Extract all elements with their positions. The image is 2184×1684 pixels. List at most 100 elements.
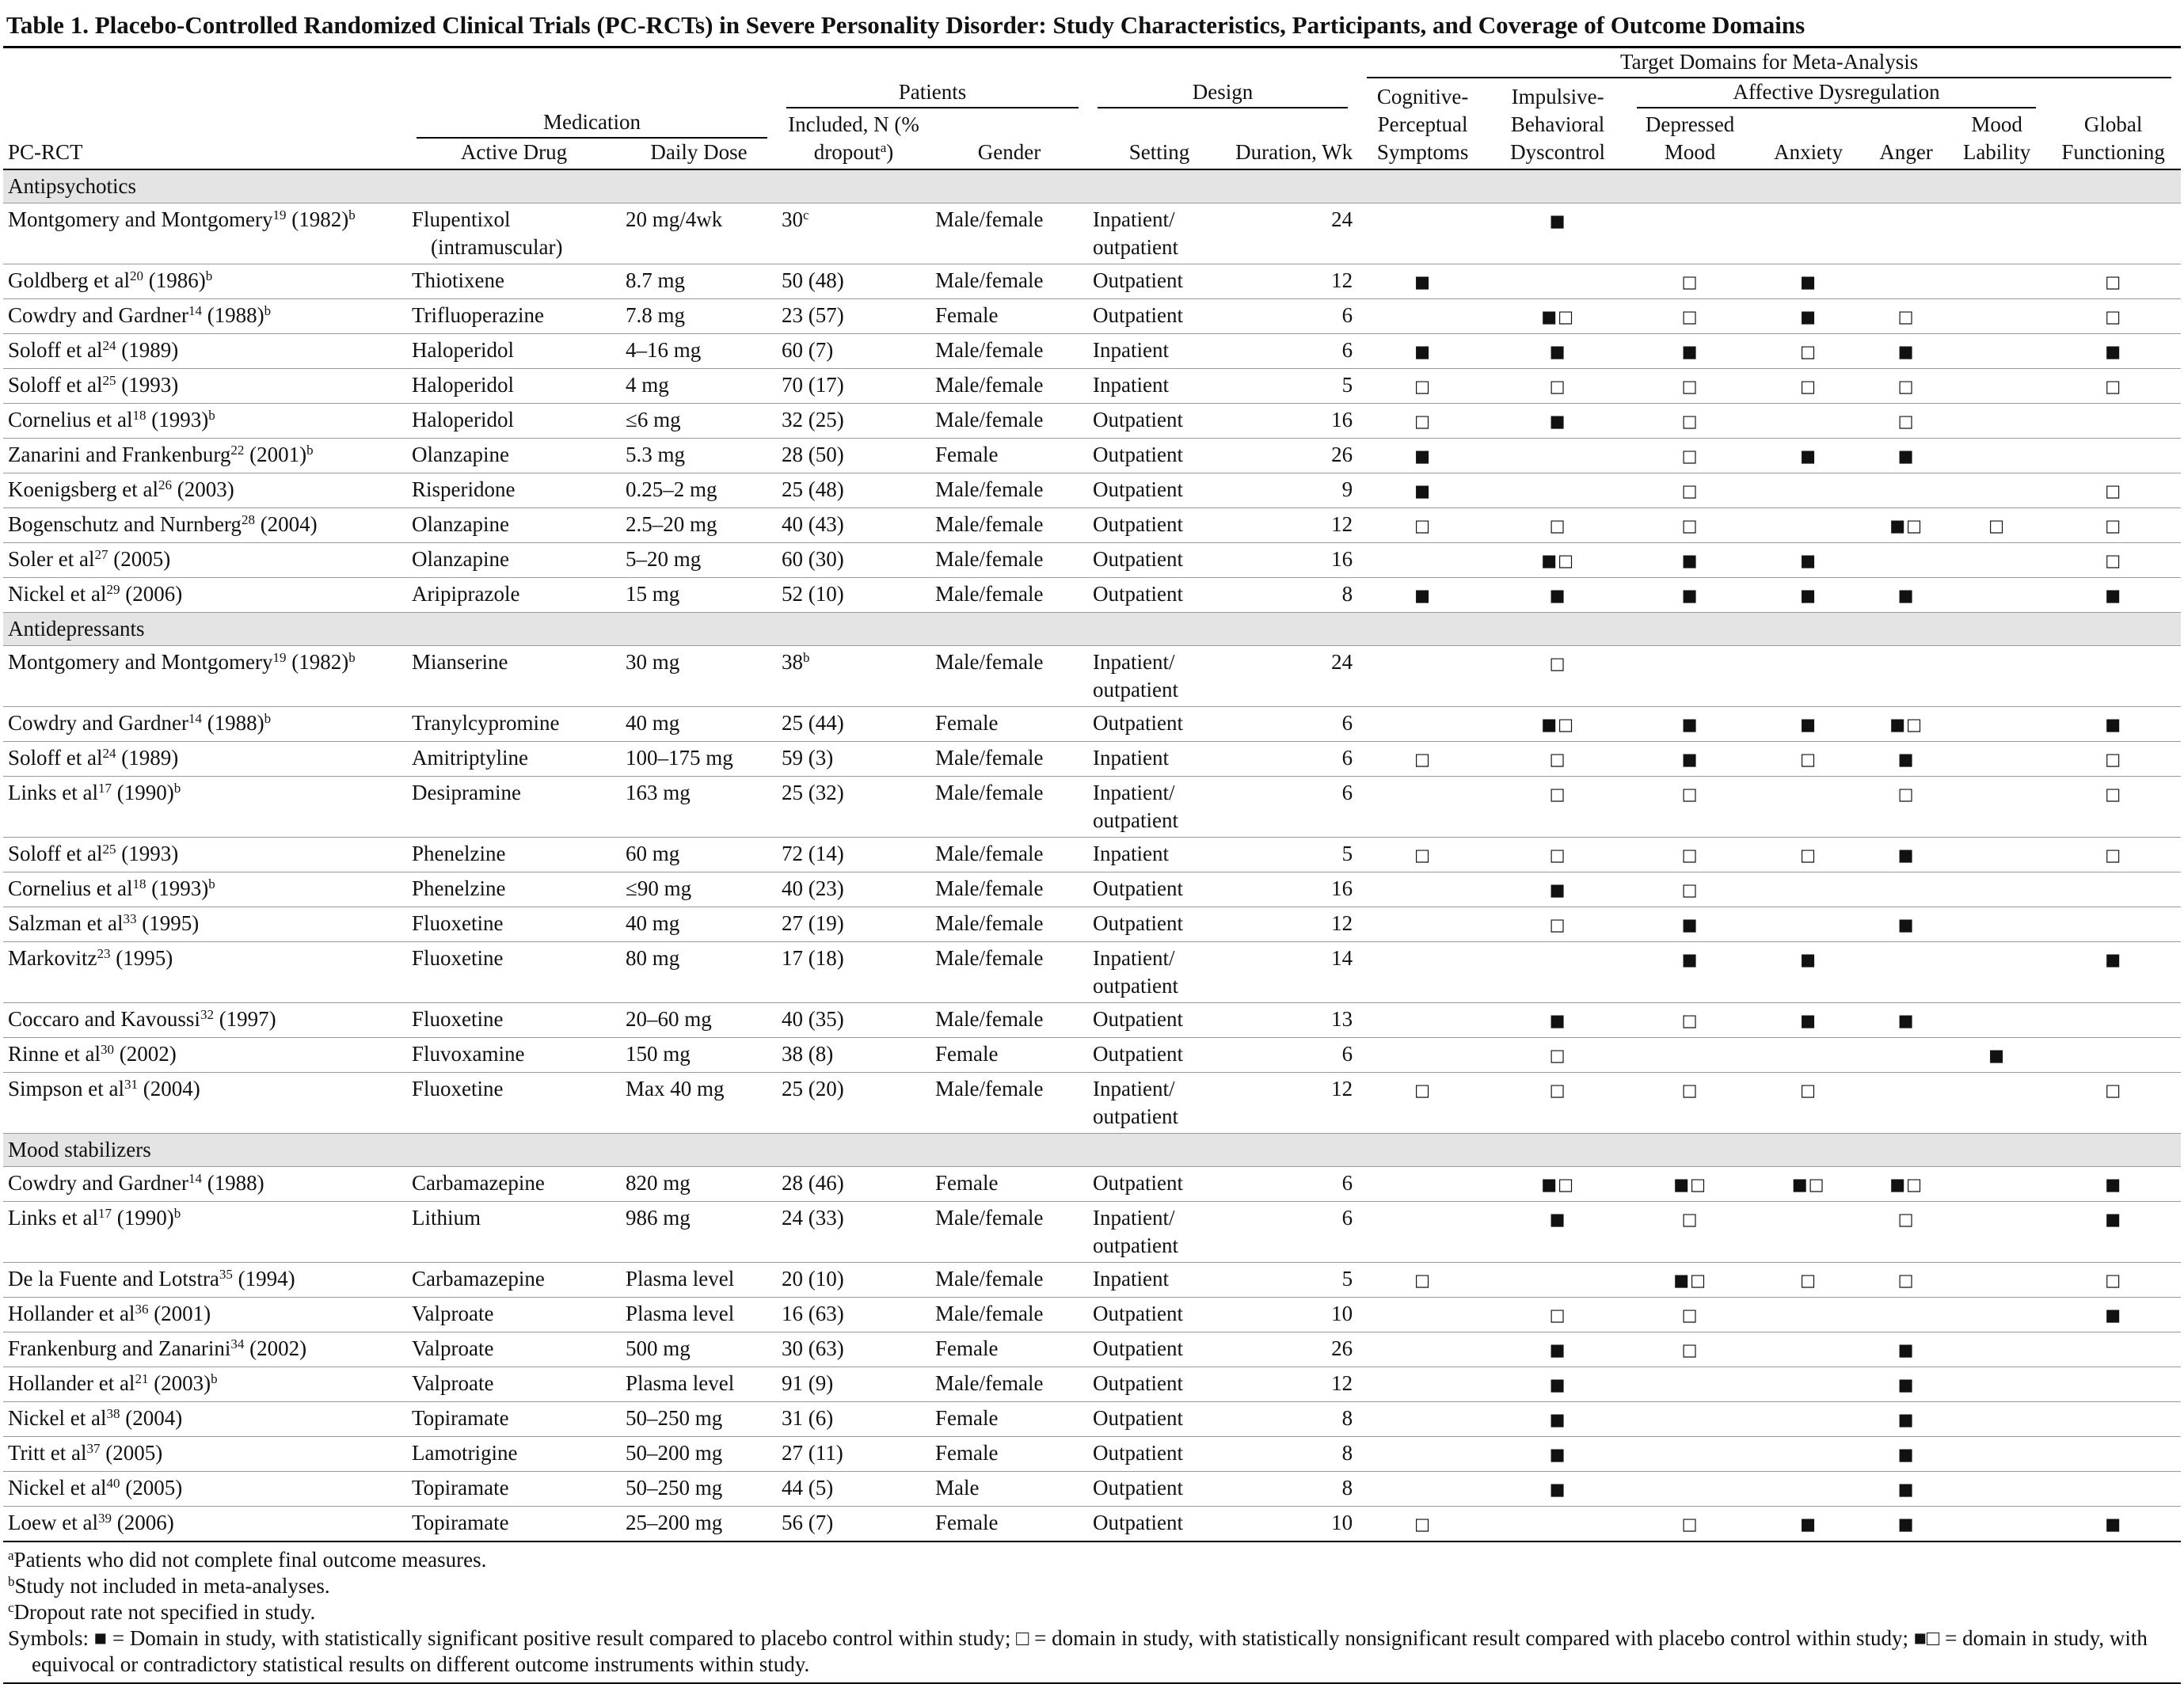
gender: Male/female [930, 1201, 1088, 1263]
domain-cell [1948, 1002, 2046, 1038]
domain-cell [2045, 907, 2182, 942]
domain-cell: □ [2045, 507, 2182, 543]
domain-symbol: □ [2105, 307, 2122, 326]
header-text: ) [886, 140, 894, 164]
study-cell: Frankenburg and Zanarini34 (2002) [3, 1332, 407, 1367]
daily-dose: 30 mg [621, 645, 777, 707]
domain-symbol: □ [2105, 377, 2122, 396]
domain-symbol: □ [2105, 1081, 2122, 1100]
domain-cell: ■ [1864, 438, 1949, 473]
study-year: (1986) [148, 268, 206, 292]
included-n: 20 (10) [777, 1262, 930, 1298]
domain-cell [1752, 1401, 1865, 1437]
domain-symbol: □ [1897, 412, 1915, 431]
included-value: 91 (9) [782, 1371, 834, 1395]
domain-cell: □ [1488, 1037, 1628, 1073]
domain-cell: ■□ [1627, 1166, 1753, 1202]
setting: Outpatient [1088, 1037, 1231, 1073]
included-n: 24 (33) [777, 1201, 930, 1263]
included-n: 56 (7) [777, 1506, 930, 1542]
domain-cell [2045, 1401, 2182, 1437]
active-drug: Fluvoxamine [407, 1037, 621, 1073]
active-drug: Trifluoperazine [407, 298, 621, 334]
reference-number: 32 [200, 1007, 214, 1022]
gender: Male/female [930, 1002, 1088, 1038]
domain-symbol: ■ [1681, 915, 1699, 934]
study-cell: Cowdry and Gardner14 (1988)b [3, 298, 407, 334]
footnote-mark: b [306, 443, 314, 458]
active-drug: Phenelzine [407, 872, 621, 907]
study-year: (2005) [105, 1441, 163, 1465]
footnote: aPatients who did not complete final out… [8, 1547, 2176, 1573]
study-year: (1988) [207, 1171, 264, 1195]
study-author: Montgomery and Montgomery [8, 207, 273, 231]
domain-symbol: □ [1549, 915, 1566, 934]
included-n: 31 (6) [777, 1401, 930, 1437]
study-row: Nickel et al29 (2006) Aripiprazole 15 mg 52… [3, 577, 2182, 613]
domain-symbol: ■ [1800, 1011, 1817, 1030]
domain-cell [1752, 1297, 1865, 1332]
domain-symbol: □ [1681, 1340, 1699, 1359]
column-header: Duration, Wk [1231, 108, 1358, 170]
duration-weeks: 6 [1231, 1201, 1358, 1263]
domain-cell: ■□ [1864, 706, 1949, 742]
domain-symbol: □ [1549, 1046, 1566, 1065]
footnote: cDropout rate not specified in study. [8, 1599, 2176, 1625]
setting: Inpatient/ outpatient [1088, 941, 1231, 1003]
domain-cell [1357, 645, 1489, 707]
footnotes: aPatients who did not complete final out… [3, 1542, 2181, 1684]
domain-cell: □ [1864, 776, 1949, 838]
duration-weeks: 8 [1231, 577, 1358, 613]
daily-dose: 15 mg [621, 577, 777, 613]
domain-cell [1864, 1072, 1949, 1134]
gender: Male/female [930, 776, 1088, 838]
active-drug: Haloperidol [407, 403, 621, 439]
domain-cell: ■ [1752, 264, 1865, 299]
domain-cell: ■ [2045, 706, 2182, 742]
domain-cell: ■ [1357, 473, 1489, 508]
domain-cell: ■ [2045, 1506, 2182, 1542]
study-year: (1989) [121, 746, 179, 770]
domain-cell: ■ [1752, 1506, 1865, 1542]
study-year: (1993) [151, 876, 209, 900]
group-header: Design [1098, 78, 1349, 108]
domain-symbol: □ [1549, 1081, 1566, 1100]
domain-symbol: ■ [1549, 1445, 1566, 1464]
domain-cell: □ [1488, 1297, 1628, 1332]
domain-cell: ■ [1627, 542, 1753, 578]
domain-cell: ■ [1864, 1401, 1949, 1437]
gender: Male/female [930, 1262, 1088, 1298]
study-year: (2003) [154, 1371, 211, 1395]
domain-cell: ■ [1488, 1002, 1628, 1038]
reference-number: 36 [135, 1302, 149, 1317]
domain-symbol: ■ [1681, 750, 1699, 769]
duration-weeks: 12 [1231, 507, 1358, 543]
domain-cell: ■ [1864, 1367, 1949, 1402]
reference-number: 22 [230, 443, 245, 458]
reference-number: 27 [94, 547, 108, 562]
domain-cell [2045, 872, 2182, 907]
domain-symbol: ■ [1549, 880, 1566, 899]
domain-cell [1627, 1401, 1753, 1437]
gender: Female [930, 1166, 1088, 1202]
domain-cell: □ [1357, 368, 1489, 404]
domain-symbol: □ [1681, 481, 1699, 500]
domain-cell: ■ [1627, 741, 1753, 777]
study-cell: Salzman et al33 (1995) [3, 907, 407, 942]
domain-cell: □ [1357, 741, 1489, 777]
active-drug: Topiramate [407, 1471, 621, 1507]
included-n: 59 (3) [777, 741, 930, 777]
active-drug: Risperidone [407, 473, 621, 508]
footnote-mark: a [880, 140, 887, 155]
domain-cell [1864, 1037, 1949, 1073]
domain-symbol: □ [1681, 1306, 1699, 1325]
domain-cell [2045, 203, 2182, 264]
domain-cell: □ [2045, 264, 2182, 299]
daily-dose: 50–250 mg [621, 1471, 777, 1507]
duration-weeks: 6 [1231, 1166, 1358, 1202]
domain-cell: ■ [1488, 577, 1628, 613]
domain-cell: □ [2045, 542, 2182, 578]
domain-symbol: □ [1549, 785, 1566, 804]
duration-weeks: 13 [1231, 1002, 1358, 1038]
